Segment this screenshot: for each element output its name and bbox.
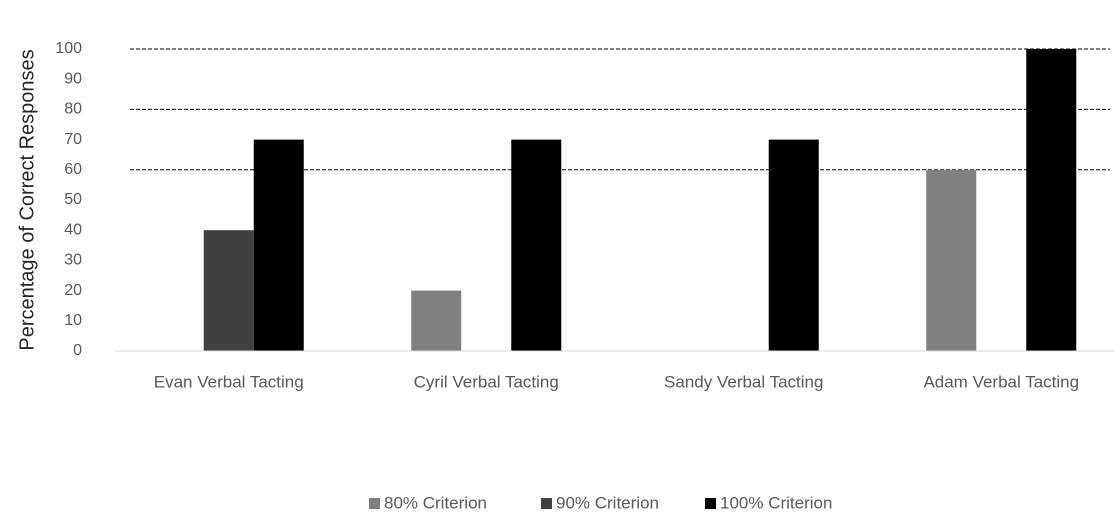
y-tick-label: 0 <box>73 342 82 359</box>
x-tick-label: Evan Verbal Tacting <box>154 372 304 391</box>
bar <box>411 290 462 351</box>
legend-label: 80% Criterion <box>384 493 487 512</box>
legend-label: 90% Criterion <box>556 493 659 512</box>
legend-swatch <box>705 498 716 509</box>
y-tick-label: 10 <box>64 312 82 329</box>
bar <box>511 139 562 351</box>
y-tick-label: 90 <box>64 70 82 87</box>
legend-swatch <box>369 498 380 509</box>
bar <box>1026 49 1077 351</box>
y-tick-label: 60 <box>64 161 82 178</box>
y-tick-label: 50 <box>64 191 82 208</box>
y-tick-label: 100 <box>55 40 82 57</box>
y-tick-label: 40 <box>64 221 82 238</box>
legend-swatch <box>541 498 552 509</box>
y-tick-label: 20 <box>64 282 82 299</box>
y-tick-label: 70 <box>64 131 82 148</box>
legend-label: 100% Criterion <box>720 493 832 512</box>
bar <box>203 230 254 351</box>
y-axis-title: Percentage of Correct Responses <box>16 49 38 350</box>
y-tick-label: 30 <box>64 252 82 269</box>
bar <box>253 139 304 351</box>
x-tick-label: Cyril Verbal Tacting <box>414 372 559 391</box>
bar <box>926 169 977 351</box>
x-tick-label: Sandy Verbal Tacting <box>664 372 823 391</box>
y-tick-label: 80 <box>64 101 82 118</box>
x-tick-label: Adam Verbal Tacting <box>923 372 1079 391</box>
bar <box>768 139 819 351</box>
